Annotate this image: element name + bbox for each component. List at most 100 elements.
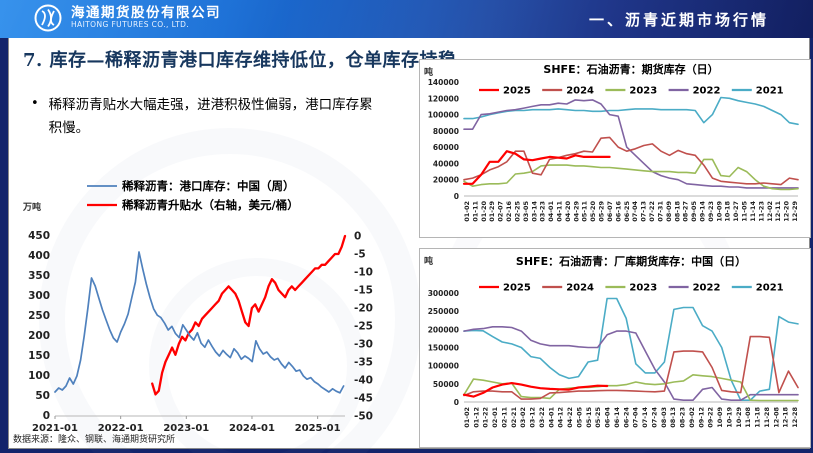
y-axis-tick: 200000 bbox=[428, 325, 459, 334]
x-axis-label: 07-13 bbox=[640, 201, 648, 222]
x-axis-label: 09-22 bbox=[707, 407, 715, 428]
x-axis-label: 11-23 bbox=[757, 201, 765, 222]
x-axis-label: 04-22 bbox=[566, 407, 574, 428]
x-axis-label: 08-23 bbox=[679, 407, 687, 428]
x-axis-label: 02-16 bbox=[505, 201, 513, 222]
x-axis-label: 01-12 bbox=[472, 407, 480, 428]
legend-label-稀释沥青：港口库存：中国（周）: 稀释沥青：港口库存：中国（周） bbox=[122, 179, 295, 193]
bullet-marker: • bbox=[31, 96, 39, 111]
x-axis-label: 01-02 bbox=[463, 201, 471, 222]
futures-inventory-chart: SHFE：石油沥青：期货库存（日） 吨 0 20000 40000 60000 80000 1… bbox=[424, 62, 799, 222]
x-axis-label: 04-01 bbox=[547, 407, 555, 428]
y-axis-tick: 300000 bbox=[428, 289, 459, 298]
y-axis-right-tick: -35 bbox=[354, 357, 373, 369]
y-axis-tick: 0 bbox=[454, 192, 459, 201]
y-axis-tick: 50000 bbox=[433, 380, 459, 389]
y-axis-tick: 20000 bbox=[433, 176, 459, 185]
x-axis-label: 2022-01 bbox=[98, 423, 144, 434]
x-axis-label: 11-14 bbox=[749, 201, 757, 222]
x-axis-label: 01-11 bbox=[471, 201, 479, 222]
x-axis-label: 09-23 bbox=[707, 201, 715, 222]
x-axis-label: 07-04 bbox=[631, 201, 639, 222]
x-axis-label: 02-21 bbox=[510, 407, 518, 428]
y-axis-tick: 400 bbox=[28, 250, 50, 262]
y-axis-right-tick: -25 bbox=[354, 321, 373, 333]
x-axis-label: 07-24 bbox=[650, 407, 658, 428]
header-band: 海通期货股份有限公司 HAITONG FUTURES CO., LTD. 一、沥… bbox=[0, 0, 813, 38]
legend-label-稀释沥青升贴水（右轴，美元/桶）: 稀释沥青升贴水（右轴，美元/桶） bbox=[122, 198, 299, 212]
port-inventory-chart: 万吨050100150200250300350400450-50-45-40-3… bbox=[22, 179, 373, 434]
y-axis-tick: 50 bbox=[35, 390, 50, 402]
bullet-item: • 稀释沥青贴水大幅走强，进港积极性偏弱，港口库存累积慢。 bbox=[31, 94, 379, 140]
y-axis-tick: 100000 bbox=[428, 111, 459, 120]
x-axis-label: 09-02 bbox=[688, 407, 696, 428]
x-axis-label: 11-18 bbox=[754, 407, 762, 428]
y-axis-tick: 80000 bbox=[433, 127, 459, 136]
y-axis-right-tick: -15 bbox=[354, 285, 373, 297]
axis-unit-label: 吨 bbox=[424, 255, 433, 267]
y-axis-right-tick: -10 bbox=[354, 267, 373, 279]
x-axis-label: 06-25 bbox=[623, 201, 631, 222]
x-axis-label: 2021-01 bbox=[32, 423, 78, 434]
x-axis-label: 02-07 bbox=[497, 201, 505, 222]
x-axis-label: 05-25 bbox=[594, 407, 602, 428]
x-axis-label: 08-13 bbox=[669, 407, 677, 428]
x-axis-label: 03-14 bbox=[530, 201, 538, 222]
y-axis-tick: 100 bbox=[28, 370, 50, 382]
legend-label-2023: 2023 bbox=[629, 86, 657, 97]
y-axis-right-tick: -20 bbox=[354, 303, 373, 315]
x-axis-label: 08-03 bbox=[660, 407, 668, 428]
x-axis-label: 06-14 bbox=[613, 407, 621, 428]
x-axis-label: 2023-01 bbox=[163, 423, 209, 434]
x-axis-label: 03-12 bbox=[529, 407, 537, 428]
x-axis-label: 02-25 bbox=[513, 201, 521, 222]
x-axis-label: 10-27 bbox=[732, 201, 740, 222]
page-title: 7. 库存—稀释沥青港口库存维持低位，仓单库存持稳 bbox=[23, 50, 457, 71]
legend-label-2021: 2021 bbox=[756, 283, 784, 294]
x-axis-label: 12-20 bbox=[783, 201, 791, 222]
x-axis-label: 12-18 bbox=[782, 407, 790, 428]
x-axis-label: 01-02 bbox=[463, 407, 471, 428]
warehouse-inventory-chart: SHFE：石油沥青：厂库期货库存：中国（日） 吨 0 50000 100000 15000… bbox=[424, 254, 799, 428]
x-axis-label: 05-29 bbox=[598, 201, 606, 222]
legend-label-2024: 2024 bbox=[566, 283, 594, 294]
x-axis-label: 03-05 bbox=[522, 201, 530, 222]
x-axis-label: 10-09 bbox=[716, 407, 724, 428]
x-axis-label: 05-11 bbox=[581, 201, 589, 222]
x-axis-label: 01-22 bbox=[482, 407, 490, 428]
x-axis-label: 10-19 bbox=[725, 407, 733, 428]
series-line-2025 bbox=[462, 150, 611, 185]
y-axis-tick: 0 bbox=[43, 410, 50, 422]
y-axis-tick: 150 bbox=[28, 350, 50, 362]
company-name-block: 海通期货股份有限公司 HAITONG FUTURES CO., LTD. bbox=[71, 5, 221, 30]
y-axis-tick: 350 bbox=[28, 270, 50, 282]
y-axis-tick: 120000 bbox=[428, 94, 459, 103]
series-line-2022 bbox=[463, 99, 799, 189]
x-axis-label: 10-29 bbox=[735, 407, 743, 428]
slide-content: 7. 库存—稀释沥青港口库存维持低位，仓单库存持稳 • 稀释沥青贴水大幅走强，进… bbox=[8, 38, 811, 453]
y-axis-right-tick: -5 bbox=[354, 249, 366, 261]
x-axis-label: 08-09 bbox=[665, 201, 673, 222]
series-line-2024 bbox=[463, 335, 799, 400]
y-axis-right-tick: 0 bbox=[354, 231, 361, 243]
series-line-2025 bbox=[462, 382, 609, 398]
legend-label-2022: 2022 bbox=[693, 86, 721, 97]
y-axis-tick: 300 bbox=[28, 290, 50, 302]
y-axis-tick: 250 bbox=[28, 310, 50, 322]
y-axis-tick: 100000 bbox=[428, 362, 459, 371]
x-axis-label: 12-28 bbox=[791, 407, 799, 428]
x-axis-label: 07-22 bbox=[648, 201, 656, 222]
x-axis-label: 08-27 bbox=[682, 201, 690, 222]
x-axis-label: 07-04 bbox=[632, 407, 640, 428]
x-axis-label: 12-11 bbox=[774, 201, 782, 222]
series-line-2022 bbox=[463, 326, 799, 401]
y-axis-tick: 0 bbox=[454, 398, 459, 407]
y-axis-tick: 250000 bbox=[428, 307, 459, 316]
legend-label-2023: 2023 bbox=[629, 283, 657, 294]
chart-title: SHFE：石油沥青：期货库存（日） bbox=[543, 62, 718, 76]
legend-label-2021: 2021 bbox=[756, 86, 784, 97]
section-title: 一、沥青近期市场行情 bbox=[588, 11, 769, 29]
x-axis-label: 04-20 bbox=[564, 201, 572, 222]
x-axis-label: 11-08 bbox=[744, 407, 752, 428]
